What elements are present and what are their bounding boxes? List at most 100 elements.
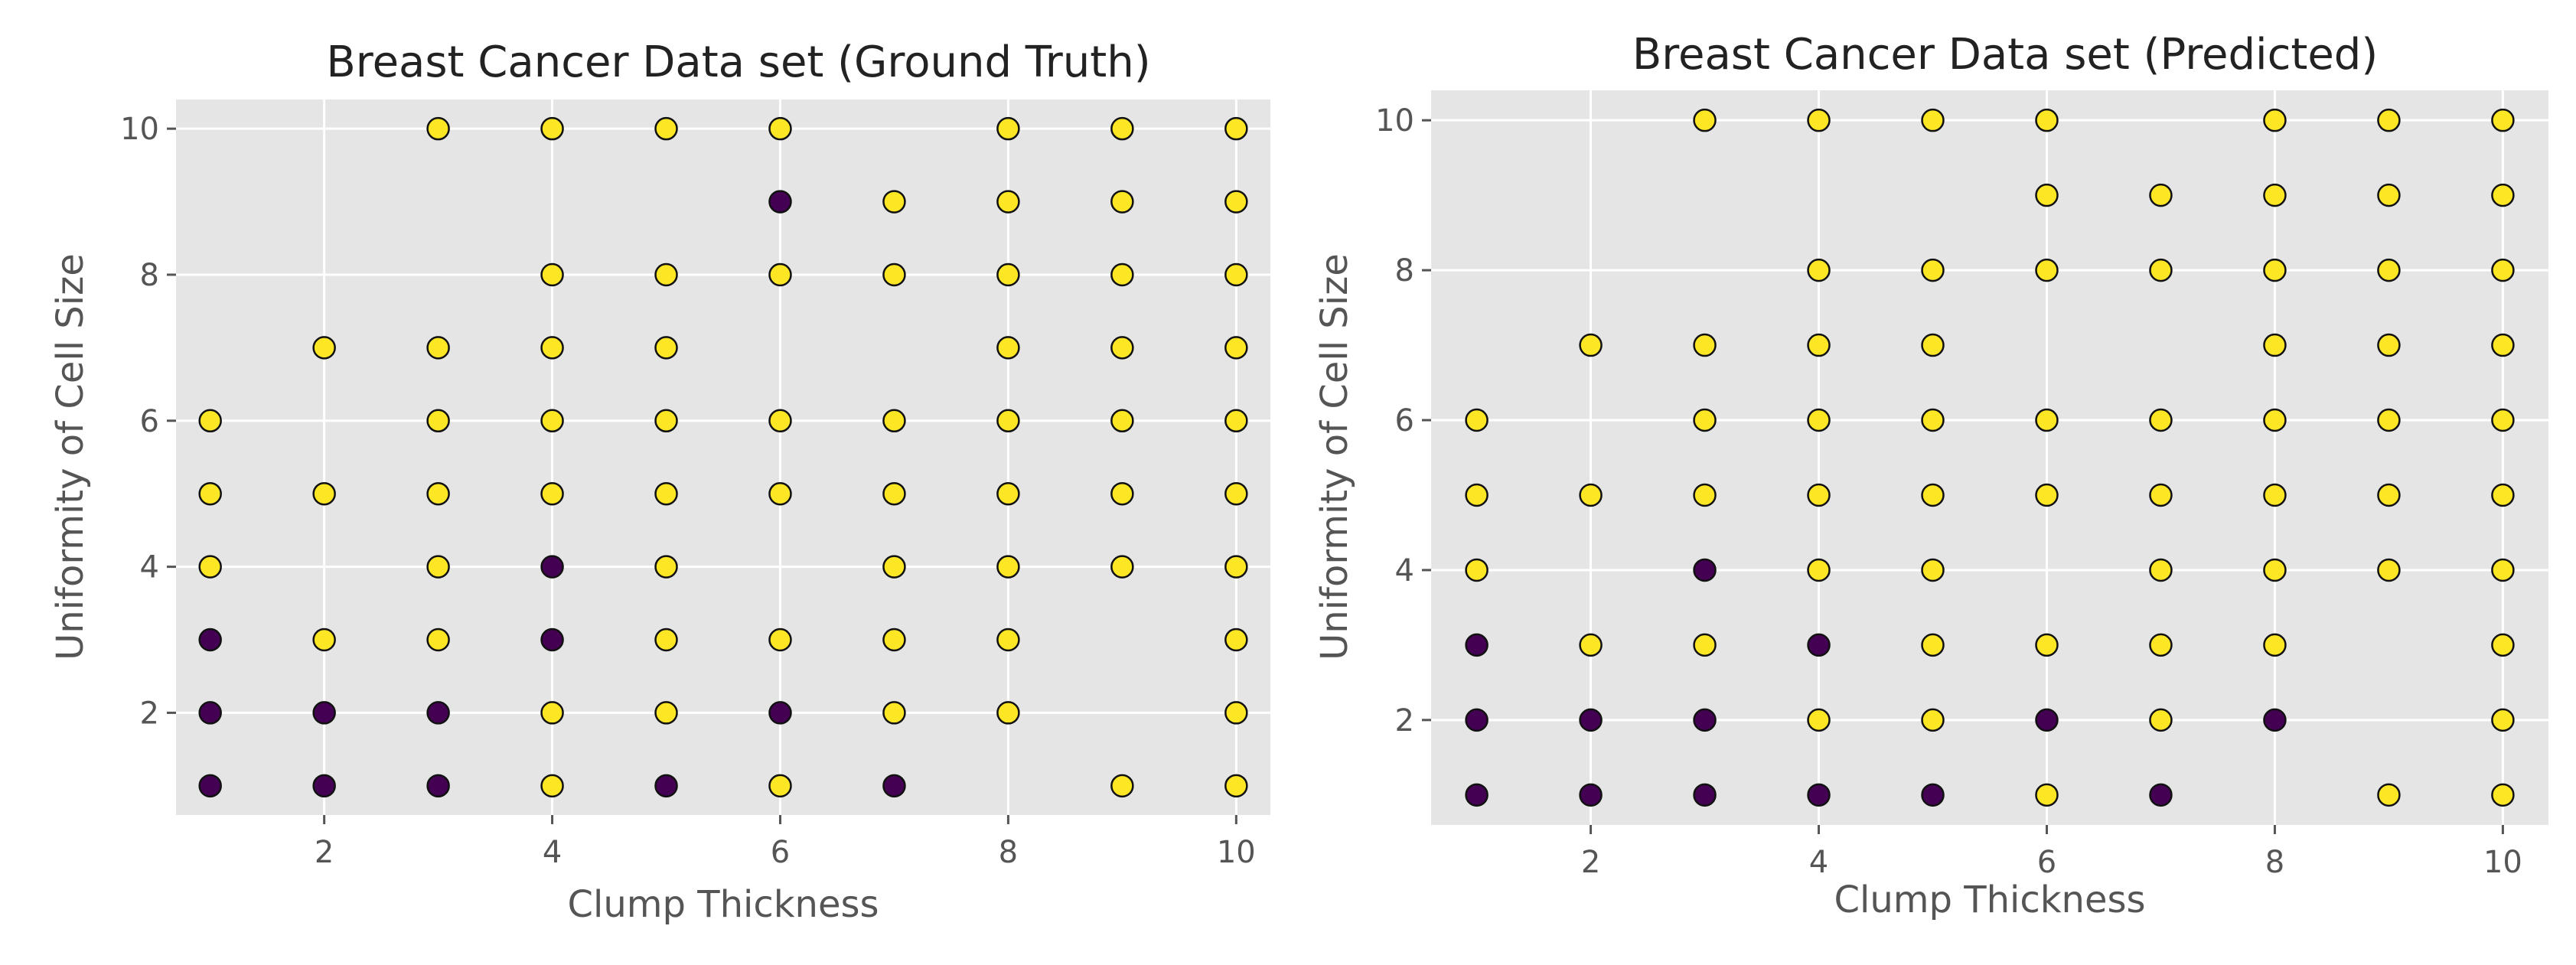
scatter-point-malignant: [2491, 558, 2515, 582]
scatter-point-malignant: [2377, 783, 2401, 807]
scatter-point-malignant: [654, 409, 678, 433]
scatter-point-malignant: [2491, 483, 2515, 507]
scatter-point-malignant: [996, 116, 1020, 141]
scatter-point-benign: [198, 774, 222, 798]
scatter-point-malignant: [426, 409, 450, 433]
scatter-point-malignant: [2491, 783, 2515, 807]
scatter-point-malignant: [2491, 333, 2515, 357]
scatter-point-malignant: [1693, 483, 1717, 507]
scatter-point-malignant: [2491, 708, 2515, 732]
scatter-point-benign: [1465, 708, 1489, 732]
x-tick-label: 4: [1809, 845, 1828, 880]
scatter-point-malignant: [996, 701, 1020, 725]
scatter-point-malignant: [1807, 333, 1831, 357]
scatter-point-malignant: [1224, 481, 1248, 506]
scatter-point-benign: [198, 701, 222, 725]
scatter-point-malignant: [2491, 258, 2515, 282]
scatter-point-malignant: [882, 262, 906, 287]
scatter-point-malignant: [1465, 408, 1489, 432]
scatter-point-benign: [654, 774, 678, 798]
chart-title: Breast Cancer Data set (Predicted): [1632, 30, 2378, 80]
scatter-point-malignant: [312, 628, 336, 652]
y-ticks: 2 4 6 8 10: [1375, 103, 1431, 738]
scatter-point-malignant: [1921, 708, 1945, 732]
scatter-point-benign: [882, 774, 906, 798]
scatter-point-malignant: [768, 262, 792, 287]
scatter-point-malignant: [2263, 633, 2287, 657]
y-tick-label: 6: [140, 404, 159, 439]
scatter-point-malignant: [1224, 262, 1248, 287]
scatter-point-malignant: [2035, 108, 2059, 132]
scatter-point-malignant: [2035, 633, 2059, 657]
x-tick-label: 2: [315, 835, 334, 870]
scatter-point-malignant: [2035, 408, 2059, 432]
scatter-point-malignant: [1693, 633, 1717, 657]
x-tick-label: 6: [771, 835, 790, 870]
scatter-point-malignant: [1921, 483, 1945, 507]
scatter-point-benign: [312, 701, 336, 725]
scatter-point-benign: [1921, 783, 1945, 807]
scatter-point-malignant: [198, 555, 222, 579]
scatter-point-malignant: [2035, 483, 2059, 507]
scatter-point-malignant: [1110, 555, 1134, 579]
scatter-point-malignant: [426, 555, 450, 579]
scatter-point-malignant: [2491, 108, 2515, 132]
scatter-point-benign: [1465, 633, 1489, 657]
x-tick-label: 2: [1581, 845, 1600, 880]
scatter-point-malignant: [1224, 409, 1248, 433]
plot-area: [1431, 90, 2548, 825]
scatter-point-malignant: [1224, 190, 1248, 214]
scatter-point-malignant: [1110, 262, 1134, 287]
y-tick-label: 8: [1395, 253, 1414, 289]
scatter-point-malignant: [996, 409, 1020, 433]
scatter-point-malignant: [1579, 333, 1603, 357]
scatter-point-malignant: [198, 409, 222, 433]
scatter-point-malignant: [426, 336, 450, 360]
scatter-point-malignant: [1579, 633, 1603, 657]
scatter-point-malignant: [1110, 336, 1134, 360]
scatter-point-malignant: [654, 116, 678, 141]
scatter-point-malignant: [1807, 558, 1831, 582]
scatter-point-malignant: [1465, 483, 1489, 507]
x-tick-label: 8: [999, 835, 1018, 870]
scatter-point-malignant: [1807, 108, 1831, 132]
x-axis-label: Clump Thickness: [568, 883, 879, 926]
scatter-point-malignant: [654, 481, 678, 506]
scatter-point-benign: [426, 774, 450, 798]
scatter-point-malignant: [996, 628, 1020, 652]
scatter-point-malignant: [996, 555, 1020, 579]
scatter-point-malignant: [1693, 408, 1717, 432]
scatter-point-malignant: [540, 336, 564, 360]
y-tick-label: 4: [140, 550, 159, 585]
scatter-point-malignant: [2263, 183, 2287, 207]
scatter-point-malignant: [654, 262, 678, 287]
scatter-point-malignant: [2377, 108, 2401, 132]
scatter-point-malignant: [1224, 555, 1248, 579]
scatter-point-malignant: [540, 481, 564, 506]
scatter-point-malignant: [1807, 483, 1831, 507]
scatter-point-malignant: [654, 555, 678, 579]
scatter-point-malignant: [2263, 258, 2287, 282]
scatter-point-malignant: [540, 701, 564, 725]
scatter-point-benign: [1693, 783, 1717, 807]
scatter-point-malignant: [2377, 333, 2401, 357]
scatter-point-malignant: [2491, 633, 2515, 657]
scatter-point-malignant: [2377, 408, 2401, 432]
chart-ground-truth: Breast Cancer Data set (Ground Truth) 2 4…: [49, 37, 1270, 926]
scatter-point-malignant: [426, 481, 450, 506]
scatter-point-benign: [2035, 708, 2059, 732]
scatter-point-malignant: [2263, 333, 2287, 357]
scatter-point-malignant: [654, 336, 678, 360]
x-tick-label: 6: [2037, 845, 2056, 880]
scatter-point-malignant: [768, 774, 792, 798]
scatter-point-malignant: [312, 336, 336, 360]
scatter-point-malignant: [2263, 408, 2287, 432]
scatter-point-malignant: [1110, 774, 1134, 798]
scatter-point-benign: [1693, 558, 1717, 582]
scatter-point-malignant: [2263, 483, 2287, 507]
x-tick-label: 10: [2483, 845, 2522, 880]
scatter-point-malignant: [996, 262, 1020, 287]
scatter-point-malignant: [2263, 558, 2287, 582]
scatter-point-malignant: [882, 190, 906, 214]
